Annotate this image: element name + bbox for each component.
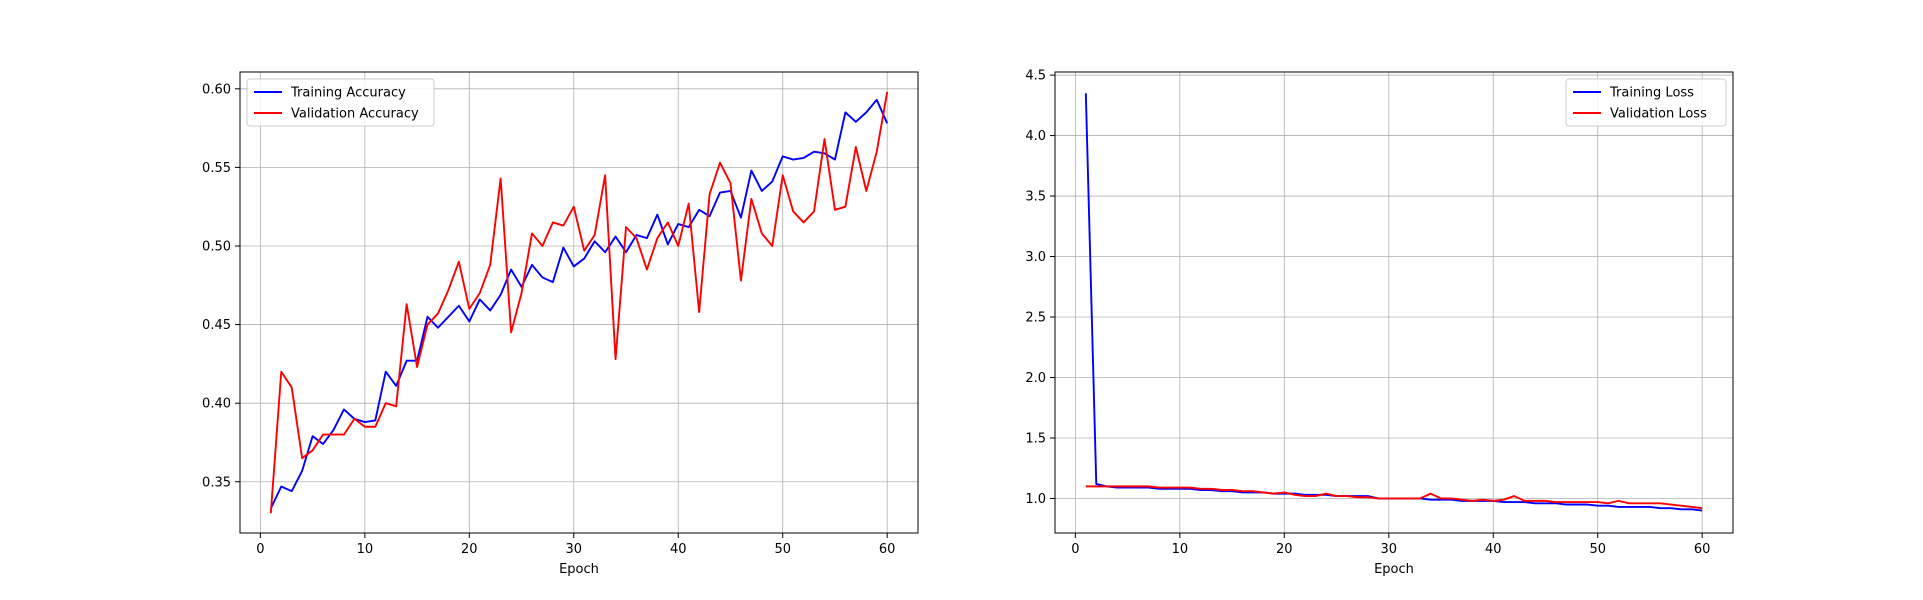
chart2-panel: 0 10 20 30 40 50 60 1.0 1.5 2.0 2.5 3.0 3.5 4.0 4.5 Epo… bbox=[1025, 69, 1734, 577]
chart1-series-1-line bbox=[269, 98, 889, 509]
chart1-legend-label-2: Validation Accuracy bbox=[291, 107, 419, 122]
chart1-x-axis-label: Epoch bbox=[559, 562, 599, 577]
chart1-legend-box bbox=[246, 78, 435, 127]
chart1-ytick-label-1: 0.40 bbox=[202, 397, 231, 412]
chart1-ytick-label-5: 0.60 bbox=[202, 82, 231, 97]
chart2-x-axis-label: Epoch bbox=[1374, 562, 1414, 577]
chart2-ytick-label-2: 2.0 bbox=[1025, 371, 1046, 386]
chart1-xtick-label-3: 30 bbox=[566, 542, 583, 557]
chart2-xtick-label-2: 20 bbox=[1276, 542, 1293, 557]
chart1-panel: 0 10 20 30 40 50 60 0.35 0.40 0.45 0.50 0.55 0.60 Epo… bbox=[202, 71, 919, 577]
chart2-axes-frame bbox=[1054, 71, 1734, 534]
chart1-ytick-label-0: 0.35 bbox=[202, 475, 231, 490]
chart1-legend: Training Accuracy Validation Accuracy bbox=[246, 78, 435, 127]
chart2-legend-label-1: Training Loss bbox=[1609, 86, 1694, 101]
chart2-ytick-label-6: 4.0 bbox=[1025, 129, 1046, 144]
chart1-xtick-label-1: 10 bbox=[357, 542, 374, 557]
chart1-ytick-label-2: 0.45 bbox=[202, 318, 231, 333]
chart2-xtick-label-4: 40 bbox=[1485, 542, 1502, 557]
chart2-ytick-label-3: 2.5 bbox=[1025, 311, 1046, 326]
chart2-legend: Training Loss Validation Loss bbox=[1565, 78, 1727, 127]
chart2-xtick-label-1: 10 bbox=[1172, 542, 1189, 557]
chart1-legend-label-1: Training Accuracy bbox=[290, 86, 406, 101]
chart1-series-2-line bbox=[269, 91, 889, 514]
chart1-xtick-label-4: 40 bbox=[670, 542, 687, 557]
chart2-legend-label-2: Validation Loss bbox=[1610, 107, 1707, 122]
chart2-ytick-label-0: 1.0 bbox=[1025, 492, 1046, 507]
chart1-axes-frame bbox=[239, 71, 919, 534]
chart2-xtick-label-3: 30 bbox=[1381, 542, 1398, 557]
chart1-xtick-label-6: 60 bbox=[879, 542, 896, 557]
chart-panels: 0 10 20 30 40 50 60 0.35 0.40 0.45 0.50 0.55 0.60 Epo… bbox=[202, 69, 1734, 577]
chart2-ytick-label-7: 4.5 bbox=[1025, 69, 1046, 84]
chart1-xtick-label-2: 20 bbox=[461, 542, 478, 557]
chart2-ytick-label-4: 3.0 bbox=[1025, 250, 1046, 265]
chart2-ytick-label-5: 3.5 bbox=[1025, 190, 1046, 205]
chart2-legend-box bbox=[1565, 78, 1727, 127]
chart1-xtick-label-5: 50 bbox=[774, 542, 791, 557]
chart1-ytick-label-3: 0.50 bbox=[202, 239, 231, 254]
chart2-ytick-label-1: 1.5 bbox=[1025, 431, 1046, 446]
chart2-xtick-label-0: 0 bbox=[1071, 542, 1079, 557]
chart2-xtick-label-5: 50 bbox=[1589, 542, 1606, 557]
chart2-xtick-label-6: 60 bbox=[1694, 542, 1711, 557]
chart2-series-2-line bbox=[1085, 485, 1703, 510]
chart1-xtick-label-0: 0 bbox=[256, 542, 264, 557]
chart1-ytick-label-4: 0.55 bbox=[202, 161, 231, 176]
